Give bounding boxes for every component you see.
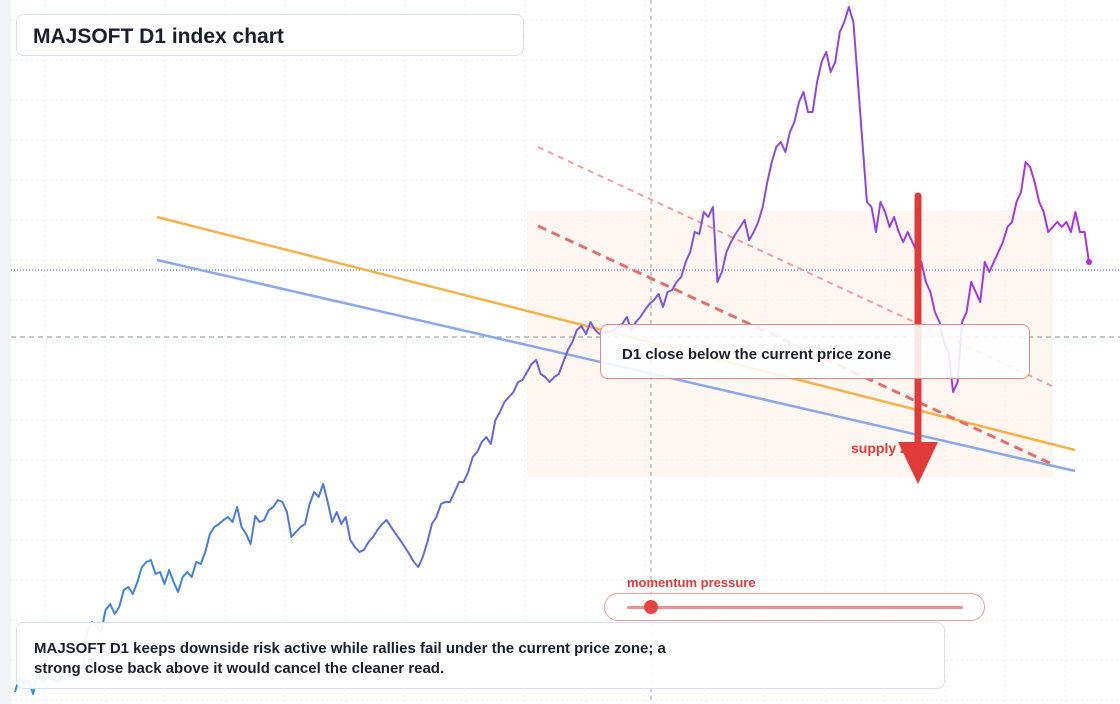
analysis-note: MAJSOFT D1 keeps downside risk active wh…: [34, 640, 666, 677]
momentum-gauge: [604, 593, 985, 621]
left-axis-strip: [0, 0, 11, 704]
last-price-point: [1086, 259, 1092, 265]
downside-arrow-head: [898, 442, 938, 484]
momentum-label: momentum pressure: [627, 575, 756, 590]
chart-title: MAJSOFT D1 index chart: [33, 25, 284, 48]
price-series-line: [14, 6, 1090, 695]
supply-zone-label: supply zone: [851, 440, 932, 456]
momentum-knob: [643, 600, 658, 614]
channel-line-lower: [537, 224, 1053, 466]
chart-title-box: MAJSOFT D1 index chart: [16, 14, 524, 56]
analysis-note-box: MAJSOFT D1 keeps downside risk active wh…: [16, 622, 945, 689]
momentum-bar: [627, 606, 963, 609]
price-zone-label-box: D1 close below the current price zone: [600, 324, 1030, 379]
price-zone-label: D1 close below the current price zone: [622, 346, 892, 363]
